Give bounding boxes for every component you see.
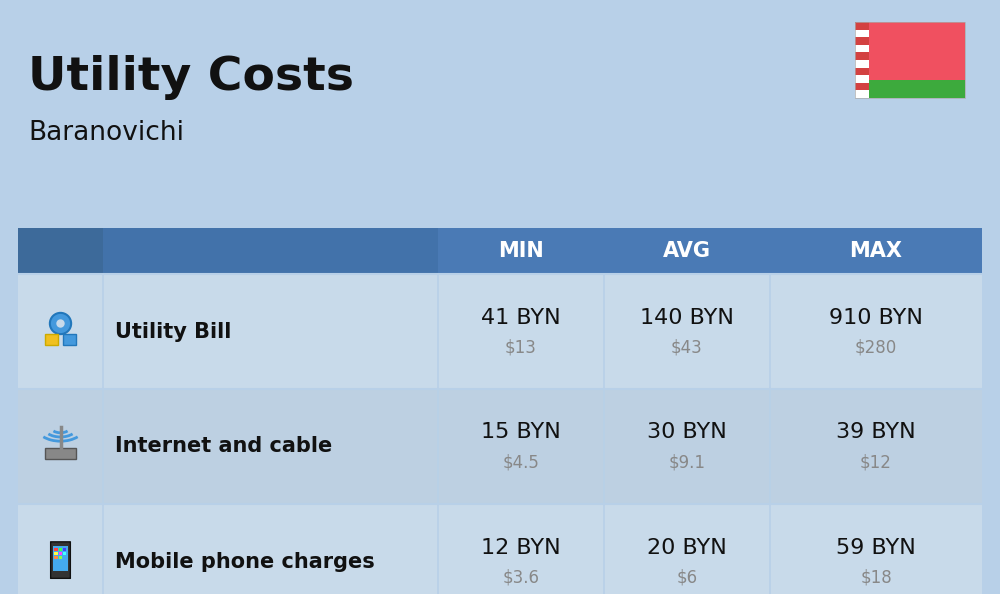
Text: 59 BYN: 59 BYN [836, 538, 916, 558]
Bar [63, 552, 66, 555]
Text: Mobile phone charges: Mobile phone charges [115, 551, 375, 571]
Text: $6: $6 [676, 568, 698, 586]
FancyBboxPatch shape [18, 504, 982, 594]
FancyBboxPatch shape [18, 389, 982, 504]
Bar [63, 548, 66, 551]
Text: 910 BYN: 910 BYN [829, 308, 923, 327]
Text: 39 BYN: 39 BYN [836, 422, 916, 443]
FancyBboxPatch shape [855, 22, 869, 30]
FancyBboxPatch shape [855, 68, 869, 75]
FancyBboxPatch shape [51, 542, 70, 579]
FancyBboxPatch shape [869, 80, 965, 98]
Text: $43: $43 [671, 339, 703, 356]
Bar [59, 548, 62, 551]
Bar [59, 552, 62, 555]
Bar [54, 548, 58, 551]
Circle shape [50, 313, 71, 334]
Text: MAX: MAX [850, 241, 902, 261]
Text: MIN: MIN [498, 241, 544, 261]
Text: $12: $12 [860, 453, 892, 472]
Bar [53, 546, 68, 571]
FancyBboxPatch shape [18, 228, 103, 274]
Bar [63, 334, 76, 345]
Text: 30 BYN: 30 BYN [647, 422, 727, 443]
FancyBboxPatch shape [855, 37, 869, 45]
Text: $13: $13 [505, 339, 537, 356]
Text: AVG: AVG [663, 241, 711, 261]
Text: $4.5: $4.5 [503, 453, 539, 472]
FancyBboxPatch shape [855, 83, 869, 90]
FancyBboxPatch shape [869, 22, 965, 80]
Text: 15 BYN: 15 BYN [481, 422, 561, 443]
FancyBboxPatch shape [18, 274, 982, 389]
Bar [54, 556, 58, 560]
Bar [59, 556, 62, 560]
Text: $280: $280 [855, 339, 897, 356]
Circle shape [56, 320, 65, 328]
FancyBboxPatch shape [103, 228, 438, 274]
FancyBboxPatch shape [855, 22, 869, 98]
Text: $3.6: $3.6 [503, 568, 540, 586]
Text: Internet and cable: Internet and cable [115, 437, 332, 457]
Bar [45, 334, 58, 345]
Text: 140 BYN: 140 BYN [640, 308, 734, 327]
Text: $18: $18 [860, 568, 892, 586]
Text: 12 BYN: 12 BYN [481, 538, 561, 558]
Bar [54, 552, 58, 555]
FancyBboxPatch shape [18, 228, 982, 274]
Text: Baranovichi: Baranovichi [28, 120, 184, 146]
Bar [45, 448, 76, 459]
FancyBboxPatch shape [855, 52, 869, 60]
Text: Utility Costs: Utility Costs [28, 55, 354, 100]
Text: 20 BYN: 20 BYN [647, 538, 727, 558]
Text: $9.1: $9.1 [668, 453, 706, 472]
Text: Utility Bill: Utility Bill [115, 321, 231, 342]
Text: 41 BYN: 41 BYN [481, 308, 561, 327]
